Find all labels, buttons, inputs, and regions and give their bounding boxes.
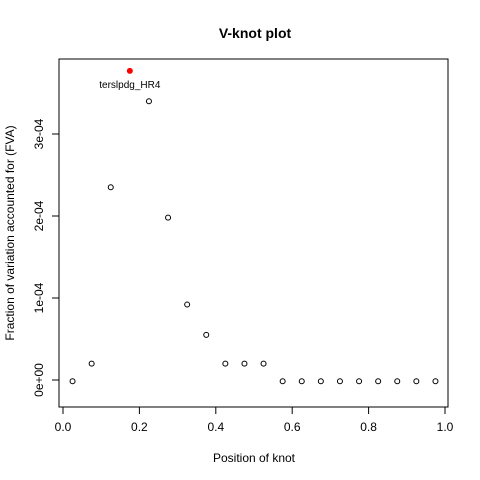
data-point <box>317 378 324 385</box>
x-tick-label: 0.4 <box>207 420 224 434</box>
annotations: terslpdg_HR4 <box>99 80 161 91</box>
data-point <box>107 184 114 191</box>
x-tick-label: 0.2 <box>131 420 148 434</box>
y-tick-label: 3e-04 <box>32 118 46 149</box>
data-point <box>184 301 191 308</box>
data-point <box>432 378 439 385</box>
data-point <box>241 360 248 367</box>
data-point <box>279 378 286 385</box>
data-point <box>356 378 363 385</box>
data-point <box>69 378 76 385</box>
chart-title: V-knot plot <box>219 25 292 41</box>
data-point <box>222 360 229 367</box>
data-point <box>336 378 343 385</box>
x-tick-label: 0.0 <box>55 420 72 434</box>
data-point <box>298 378 305 385</box>
data-point <box>203 331 210 338</box>
data-point <box>88 360 95 367</box>
x-axis: 0.0 0.2 0.4 0.6 0.8 1.0 <box>55 406 454 434</box>
y-tick-label: 1e-04 <box>32 282 46 313</box>
x-tick-label: 0.6 <box>284 420 301 434</box>
point-annotation: terslpdg_HR4 <box>99 80 161 91</box>
plot-frame <box>58 58 449 408</box>
data-point <box>394 378 401 385</box>
x-tick-label: 0.8 <box>360 420 377 434</box>
data-point <box>145 98 152 105</box>
y-tick-label: 2e-04 <box>32 200 46 231</box>
y-axis-label: Fraction of variation accounted for (FVA… <box>3 125 17 340</box>
x-axis-label: Position of knot <box>213 451 296 465</box>
data-points <box>69 67 439 385</box>
data-point <box>375 378 382 385</box>
data-point <box>260 360 267 367</box>
highlighted-point <box>126 67 133 74</box>
data-point <box>413 378 420 385</box>
y-axis: 0e+00 1e-04 2e-04 3e-04 <box>32 118 60 397</box>
data-point <box>165 214 172 221</box>
y-tick-label: 0e+00 <box>32 363 46 397</box>
x-tick-label: 1.0 <box>437 420 454 434</box>
